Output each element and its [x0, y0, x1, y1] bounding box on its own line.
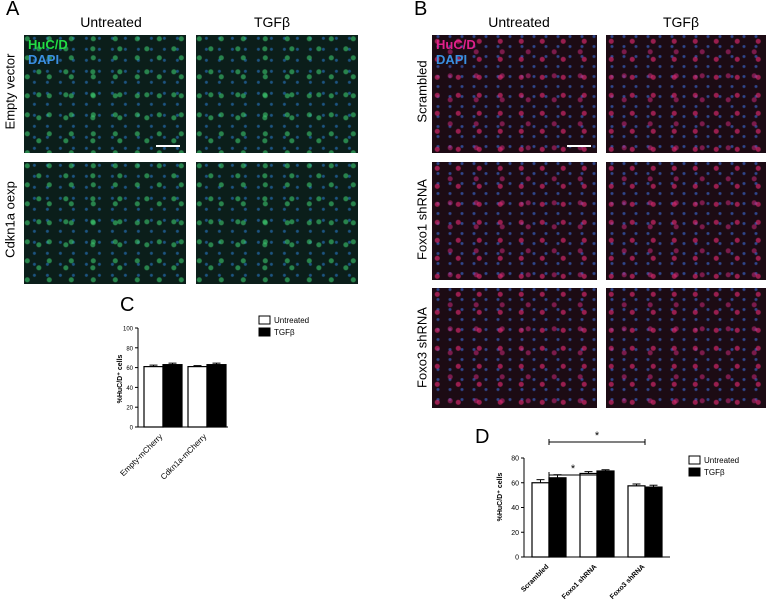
chart-d-ylabel: %HuC/D⁺ cells: [497, 472, 504, 521]
legend-untreated-swatch: [688, 455, 701, 465]
y-tick-label: 100: [123, 327, 134, 333]
bar: [162, 364, 183, 428]
chart-d-axes: 0 20 40 60 80 Scrambled Foxo1 shRNA Foxo3 shRNA…: [511, 430, 670, 601]
bar: [627, 485, 646, 558]
legend-untreated-label: Untreated: [704, 456, 739, 465]
panel-b-letter: B: [414, 0, 428, 20]
stain-dapi-label: DAPI: [436, 52, 468, 67]
micrograph-b-foxo1-tgfb: [606, 162, 766, 280]
legend-tgfb-label: TGFβ: [704, 468, 725, 477]
y-tick-label: 20: [511, 530, 519, 537]
bar: [579, 472, 598, 558]
significance-star: *: [595, 430, 600, 442]
significance-star: *: [571, 463, 576, 475]
chart-c-ylabel: %HuC/D⁺ cells: [117, 354, 124, 403]
panel-d-letter: D: [475, 426, 490, 448]
x-tick-label: Foxo3 shRNA: [609, 563, 646, 600]
micrograph-a-empty-untreated: HuC/D DAPI: [24, 35, 186, 153]
chart-c-legend: Untreated TGFβ: [258, 315, 309, 337]
chart-d-legend: Untreated TGFβ: [688, 455, 739, 477]
micrograph-b-scrambled-tgfb: [606, 35, 766, 153]
stain-dapi-label: DAPI: [28, 52, 60, 67]
y-tick-label: 80: [126, 346, 133, 352]
bar: [548, 477, 567, 558]
x-tick-label: Empty-mCherry: [118, 432, 164, 478]
chart-c: 020406080100Empty-mCherryCdkn1a-mCherry …: [117, 315, 309, 481]
micrograph-a-empty-tgfb: [196, 35, 358, 153]
scale-bar: [567, 145, 591, 147]
y-tick-label: 40: [126, 386, 133, 392]
stain-legend: HuC/D DAPI: [28, 37, 68, 67]
panel-b-row-scrambled: Scrambled: [414, 60, 430, 123]
scale-bar: [156, 145, 180, 147]
x-tick-label: Foxo1 shRNA: [561, 563, 598, 600]
legend-tgfb-swatch: [258, 327, 271, 337]
y-tick-label: 40: [511, 505, 519, 512]
micrograph-b-foxo3-tgfb: [606, 288, 766, 408]
micrograph-a-cdkn1a-tgfb: [196, 162, 358, 284]
y-tick-label: 0: [515, 555, 519, 562]
y-tick-label: 0: [130, 426, 134, 432]
micrograph-b-foxo1-untreated: [432, 162, 597, 280]
bar: [531, 482, 550, 558]
panel-a-col-tgfb: TGFβ: [253, 14, 291, 30]
panel-b-row-foxo1: Foxo1 shRNA: [414, 179, 430, 260]
legend-untreated-label: Untreated: [274, 316, 309, 325]
chart-d: 0 20 40 60 80 Scrambled Foxo1 shRNA Foxo3 shRNA…: [497, 430, 739, 601]
panel-a-row-empty-vector: Empty vector: [2, 53, 18, 130]
panel-a-row-cdkn1a: Cdkn1a oexp: [2, 181, 18, 258]
panel-a-col-untreated: Untreated: [80, 14, 142, 30]
bar: [596, 470, 615, 558]
legend-tgfb-swatch: [688, 467, 701, 477]
micrograph-a-cdkn1a-untreated: [24, 162, 186, 284]
y-tick-label: 60: [126, 366, 133, 372]
legend-tgfb-label: TGFβ: [274, 328, 295, 337]
panel-c-letter: C: [120, 294, 135, 316]
panel-b-row-foxo3: Foxo3 shRNA: [414, 307, 430, 388]
stain-legend: HuC/D DAPI: [436, 37, 476, 67]
bar: [206, 364, 227, 428]
micrograph-b-scrambled-untreated: HuC/D DAPI: [432, 35, 597, 153]
legend-untreated-swatch: [258, 315, 271, 325]
panel-b-col-untreated: Untreated: [488, 14, 550, 30]
x-tick-label: Scrambled: [520, 563, 550, 593]
bar: [143, 366, 164, 428]
stain-huc-label: HuC/D: [28, 37, 68, 52]
micrograph-b-foxo3-untreated: [432, 288, 597, 408]
panel-b-col-tgfb: TGFβ: [662, 14, 700, 30]
bar: [644, 486, 663, 558]
y-tick-label: 60: [511, 480, 519, 487]
stain-huc-label: HuC/D: [436, 37, 476, 52]
panel-a-letter: A: [6, 0, 20, 20]
y-tick-label: 20: [126, 406, 133, 412]
bar: [187, 366, 208, 428]
y-tick-label: 80: [511, 456, 519, 463]
x-tick-label: Cdkn1a-mCherry: [159, 432, 208, 481]
